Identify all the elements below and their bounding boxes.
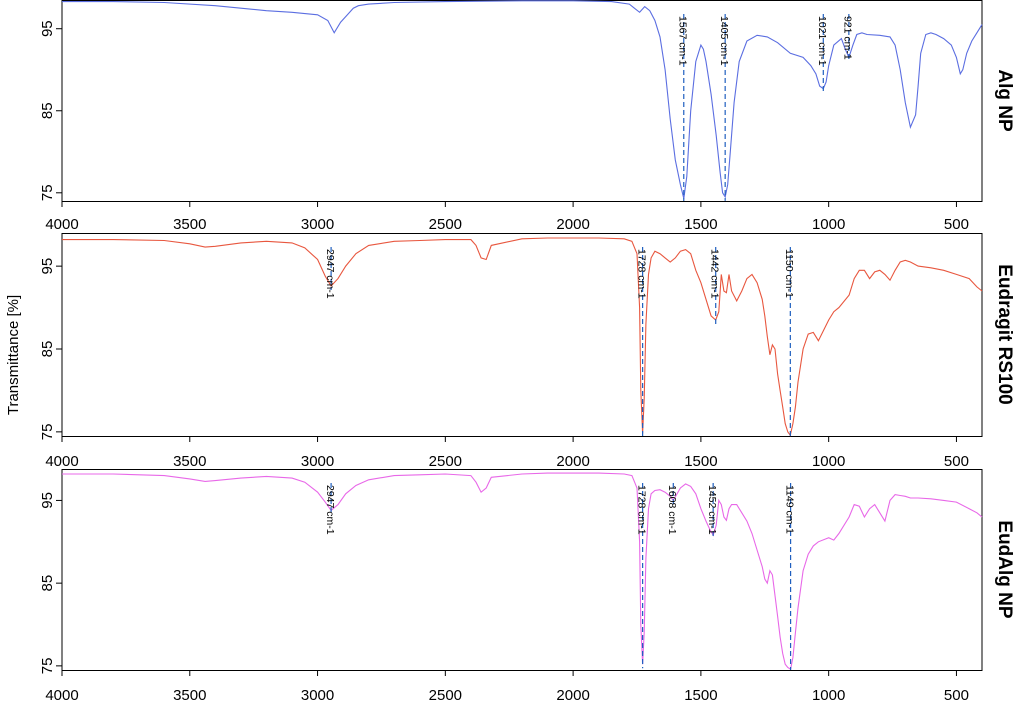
panel-frame xyxy=(61,233,983,437)
x-tick-label: 4000 xyxy=(45,453,78,470)
peak-annotation: 1442 cm-1 xyxy=(709,249,721,299)
y-tick-label: 95 xyxy=(39,492,56,509)
peak-annotation: 1149 cm-1 xyxy=(783,485,795,534)
y-tick-label: 95 xyxy=(39,258,56,275)
x-tick-label: 1000 xyxy=(812,687,845,704)
peak-annotation: 1021 cm-1 xyxy=(816,16,828,66)
x-tick-label: 2500 xyxy=(429,687,462,704)
x-tick-label: 3000 xyxy=(301,453,334,470)
y-tick-label: 85 xyxy=(39,102,56,119)
x-tick-label: 500 xyxy=(944,216,969,233)
panel-frame xyxy=(61,469,983,671)
x-tick-label: 4000 xyxy=(45,687,78,704)
panel-1: 75 85 95 4000 3500 3000 2500 2000 1500 1000 500 294… xyxy=(39,233,1015,470)
x-tick-label: 1500 xyxy=(684,216,717,233)
x-tick-label: 500 xyxy=(944,687,969,704)
panel-label: Eudragit RS100 xyxy=(994,264,1015,404)
peak-annotation: 1452 cm-1 xyxy=(706,485,718,535)
y-tick-label: 75 xyxy=(39,658,56,675)
y-tick-label: 75 xyxy=(39,424,56,441)
panel-label: EudAlg NP xyxy=(994,520,1015,618)
x-tick-label: 1000 xyxy=(812,453,845,470)
x-tick-label: 3500 xyxy=(173,687,206,704)
y-tick-label: 85 xyxy=(39,575,56,592)
peak-annotation: 1728 cm-1 xyxy=(635,485,647,535)
y-axis-label: Transmittance [%] xyxy=(5,295,22,415)
x-tick-label: 1500 xyxy=(684,453,717,470)
spectrum-line xyxy=(62,0,983,199)
spectrum-line xyxy=(62,237,983,437)
x-tick-label: 2500 xyxy=(429,453,462,470)
x-tick-label: 3500 xyxy=(173,453,206,470)
y-tick-label: 85 xyxy=(39,341,56,358)
y-tick-label: 95 xyxy=(39,20,56,37)
x-tick-label: 2500 xyxy=(429,216,462,233)
peak-annotation: 921 cm-1 xyxy=(842,16,854,60)
peak-annotation: 1150 cm-1 xyxy=(783,249,795,298)
x-tick-label: 1000 xyxy=(812,216,845,233)
peak-annotation: 1728 cm-1 xyxy=(635,249,647,299)
x-tick-label: 3000 xyxy=(301,687,334,704)
x-tick-label: 1500 xyxy=(684,687,717,704)
x-tick-label: 3500 xyxy=(173,216,206,233)
x-tick-label: 3000 xyxy=(301,216,334,233)
peak-annotation: 1567 cm-1 xyxy=(677,16,689,66)
panel-2: 75 85 95 4000 3500 3000 2500 2000 1500 1000 500 294… xyxy=(39,469,1015,704)
y-tick-label: 75 xyxy=(39,184,56,201)
x-tick-label: 500 xyxy=(944,453,969,470)
peak-annotation: 2947 cm-1 xyxy=(324,485,336,535)
x-tick-label: 4000 xyxy=(45,216,78,233)
x-tick-label: 2000 xyxy=(556,687,589,704)
x-tick-label: 2000 xyxy=(556,216,589,233)
peak-annotation: 2947 cm-1 xyxy=(324,249,336,299)
panel-label: Alg NP xyxy=(994,69,1015,132)
panel-0: 75 85 95 4000 3500 3000 2500 2000 1500 1000 500 156… xyxy=(39,0,1015,233)
x-tick-label: 2000 xyxy=(556,453,589,470)
peak-annotation: 1405 cm-1 xyxy=(718,16,730,66)
peak-annotation: 1608 cm-1 xyxy=(666,485,678,535)
spectrum-line xyxy=(62,472,983,671)
